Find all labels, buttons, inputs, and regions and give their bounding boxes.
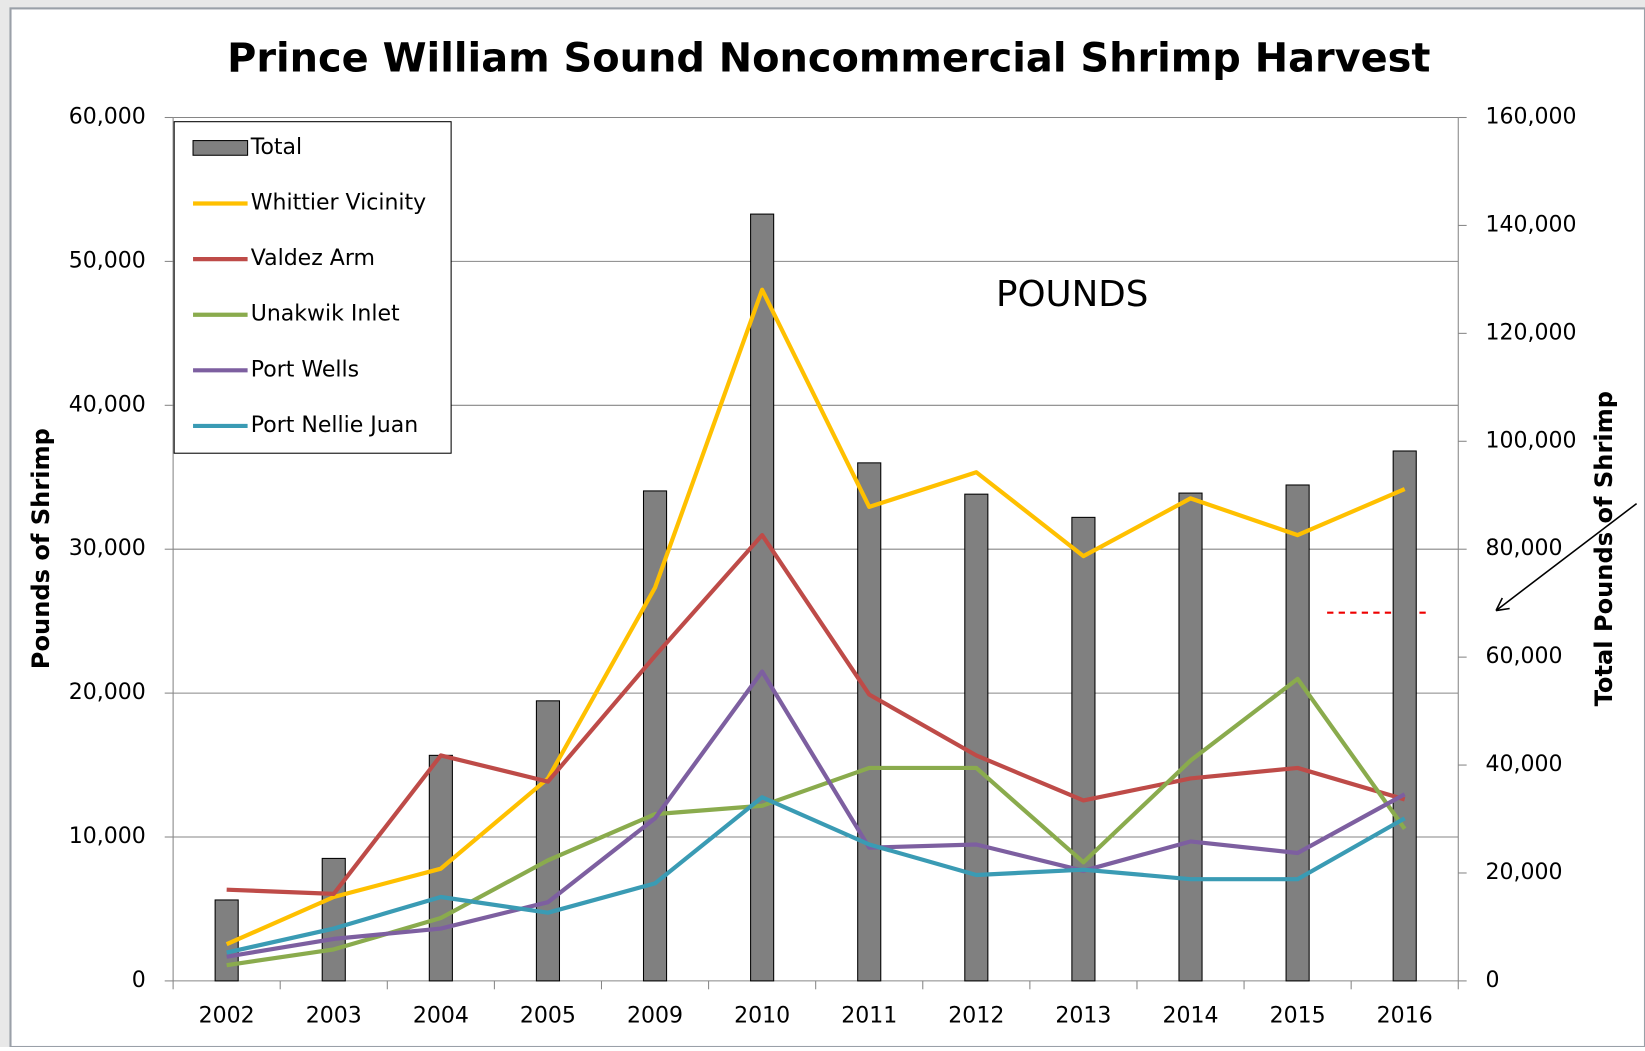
y-tick-label: 30,000 xyxy=(69,536,146,561)
line-series xyxy=(225,287,1406,947)
x-tick-label: 2015 xyxy=(1270,1004,1326,1029)
line-series xyxy=(226,795,1406,955)
bar xyxy=(857,462,882,982)
plot: 0 10,000 20,000 30,000 40,000 50,000 60,000 0 20… xyxy=(69,104,1577,1028)
x-tick-label: 2010 xyxy=(734,1004,790,1029)
annotation: POUNDS xyxy=(996,274,1148,315)
line-series xyxy=(226,533,1406,896)
x-tick-label: 2011 xyxy=(841,1004,897,1029)
y-tick-label: 0 xyxy=(132,968,146,993)
x-tick-label: 2005 xyxy=(520,1004,576,1029)
chart-title: Prince William Sound Noncommercial Shrim… xyxy=(227,35,1430,81)
bar xyxy=(1178,492,1203,982)
bar xyxy=(642,490,668,982)
legend-box xyxy=(173,121,452,454)
bar xyxy=(1285,484,1310,982)
y2-tick-label: 140,000 xyxy=(1486,212,1577,237)
legend: Total Whittier Vicinity Valdez Arm Unakwik … xyxy=(173,121,452,454)
x-tick-label: 2013 xyxy=(1055,1004,1111,1029)
y-axis-title: Pounds of Shrimp xyxy=(27,428,55,669)
x-tick-label: 2012 xyxy=(948,1004,1004,1029)
bar xyxy=(535,700,561,982)
x-tick-label: 2004 xyxy=(413,1004,469,1029)
y2-tick-label: 60,000 xyxy=(1486,644,1563,669)
legend-label: Valdez Arm xyxy=(251,246,375,271)
line-series xyxy=(226,669,1406,959)
y-tick-label: 20,000 xyxy=(69,680,146,705)
legend-swatch xyxy=(192,140,249,156)
legend-label: Total xyxy=(250,135,302,160)
y2-axis-title: Total Pounds of Shrimp xyxy=(1590,391,1618,706)
y2-tick-label: 40,000 xyxy=(1486,752,1563,777)
arrow xyxy=(1495,502,1638,612)
y2-tick-label: 20,000 xyxy=(1486,860,1563,885)
x-tick-label: 2003 xyxy=(306,1004,362,1029)
y-tick-label: 60,000 xyxy=(69,104,146,129)
y2-tick-label: 80,000 xyxy=(1486,536,1563,561)
y-tick-label: 50,000 xyxy=(69,248,146,273)
y2-tick-label: 100,000 xyxy=(1486,428,1577,453)
arrow-head xyxy=(1495,597,1510,612)
legend-label: Unakwik Inlet xyxy=(251,302,400,327)
bar xyxy=(964,493,989,982)
bar xyxy=(1392,450,1417,982)
line-series xyxy=(226,676,1407,968)
bar xyxy=(321,857,346,982)
x-tick-label: 2009 xyxy=(627,1004,683,1029)
y-tick-label: 10,000 xyxy=(69,824,146,849)
bar xyxy=(1071,516,1096,982)
x-tick-label: 2016 xyxy=(1377,1004,1433,1029)
y-tick-label: 40,000 xyxy=(69,392,146,417)
y2-tick-label: 160,000 xyxy=(1486,104,1577,129)
bar xyxy=(750,213,775,982)
legend-label: Whittier Vicinity xyxy=(251,191,426,216)
y2-tick-label: 120,000 xyxy=(1486,320,1577,345)
y2-tick-label: 0 xyxy=(1486,968,1500,993)
x-tick-label: 2002 xyxy=(199,1004,255,1029)
legend-label: Port Wells xyxy=(251,357,359,382)
legend-label: Port Nellie Juan xyxy=(251,413,418,438)
x-tick-label: 2014 xyxy=(1162,1004,1218,1029)
